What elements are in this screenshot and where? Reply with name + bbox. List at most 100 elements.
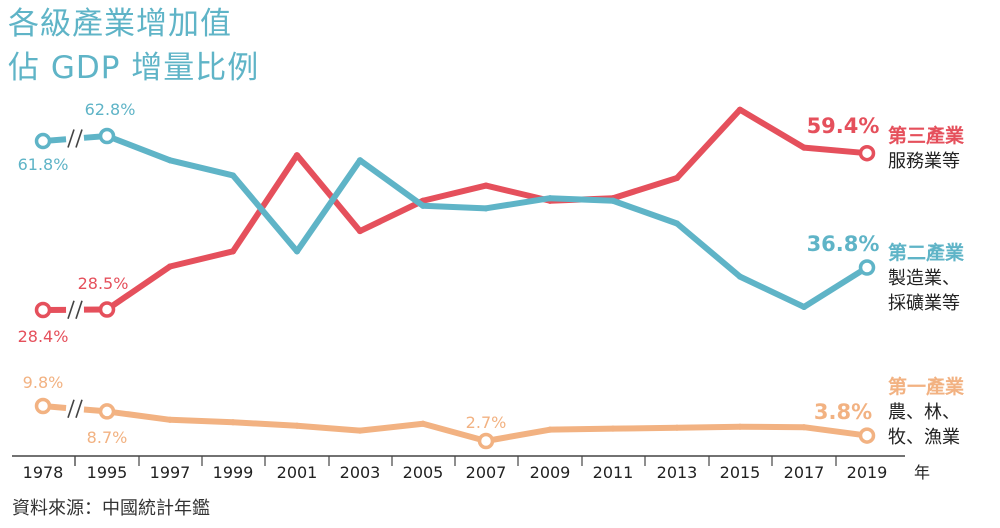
series-tertiary-data-label: 28.5%: [78, 274, 129, 293]
chart-title-line2: 佔 GDP 增量比例: [8, 50, 260, 86]
series-primary-segment: [674, 423, 743, 431]
series-primary-point: [420, 420, 426, 427]
series-tertiary-data-label: 59.4%: [807, 114, 880, 138]
x-tick-label: 2013: [657, 463, 698, 482]
series-secondary-point: [98, 127, 116, 145]
series-tertiary-segment: [674, 106, 743, 181]
x-tick-label: 1997: [150, 463, 191, 482]
series-primary-segment: [483, 426, 553, 444]
legend-primary: 第一產業 農、林、 牧、漁業: [888, 375, 964, 450]
series-tertiary-segment: [737, 106, 807, 151]
series-secondary-segment: [420, 202, 489, 212]
series-primary-segment: [547, 425, 616, 433]
series-tertiary-data-label: 28.4%: [18, 327, 69, 346]
series-tertiary-segment: [357, 197, 426, 235]
series-primary-segment: [420, 420, 489, 444]
series-primary-point: [477, 432, 495, 450]
axis-break-mark: [67, 300, 75, 320]
series-secondary-data-label: 36.8%: [807, 232, 880, 256]
series-tertiary-segment: [420, 182, 489, 204]
source-note: 資料來源：中國統計年鑑: [12, 498, 210, 519]
series-tertiary-segment: [167, 248, 236, 270]
legend-secondary-name: 第二產業: [888, 242, 965, 264]
series-tertiary-segment: [104, 263, 173, 313]
series-primary-point: [167, 416, 173, 423]
axis-break-mark: [67, 399, 75, 418]
axis-break-mark: [75, 399, 83, 418]
series-primary-segment: [294, 422, 363, 434]
series-tertiary-segment: [801, 144, 870, 157]
series-tertiary-point: [858, 144, 876, 162]
series-secondary-point: [230, 172, 236, 179]
axis-break-mark: [75, 300, 83, 320]
series-secondary-point: [547, 195, 553, 202]
series-tertiary-point: [801, 144, 807, 151]
series-primary-point: [737, 423, 743, 430]
series-secondary-point: [674, 220, 680, 227]
series-primary-point: [357, 427, 363, 434]
x-tick-label: 2019: [847, 463, 888, 482]
axis-break-mark: [67, 129, 75, 148]
series-tertiary-segment: [230, 152, 300, 255]
series-secondary-point: [801, 303, 807, 310]
legend-primary-subtitle-2: 牧、漁業: [888, 427, 960, 448]
legend-primary-subtitle-1: 農、林、: [888, 402, 960, 423]
series-tertiary-point: [34, 301, 52, 319]
series-tertiary-segment: [294, 152, 363, 235]
series-secondary-segment: [547, 195, 616, 204]
series-tertiary-point: [294, 152, 300, 159]
series-primary-point: [294, 422, 300, 429]
series-tertiary-point: [357, 228, 363, 235]
series-primary-point: [674, 424, 680, 431]
x-tick-label: 2001: [277, 463, 318, 482]
series-secondary-point: [294, 248, 300, 255]
series-primary-point: [858, 427, 876, 444]
series-primary-point: [801, 424, 807, 431]
series-primary-segment: [357, 420, 426, 434]
series-primary-segment: [167, 416, 236, 426]
series-tertiary-point: [737, 106, 743, 113]
x-tick-label: 2007: [466, 463, 507, 482]
series-tertiary-point: [98, 301, 116, 318]
series-primary-point: [98, 403, 116, 420]
series-secondary-segment: [801, 264, 870, 310]
x-tick-label: 2015: [720, 463, 761, 482]
series-primary-data-label: 2.7%: [466, 413, 507, 432]
series-primary-data-label: 8.7%: [87, 428, 128, 447]
series-secondary-segment: [483, 195, 553, 212]
series-primary-point: [34, 397, 52, 415]
series-secondary-point: [483, 205, 489, 212]
series-primary-segment: [801, 424, 870, 439]
series-primary-segment: [104, 408, 173, 423]
series-secondary-point: [167, 157, 173, 164]
series-primary-point: [547, 426, 553, 433]
chart-title-line1: 各級產業增加值: [8, 6, 232, 42]
series-secondary-point: [357, 157, 363, 164]
series-secondary-segment: [167, 157, 236, 179]
x-tick-label: 2009: [530, 463, 571, 482]
x-tick-label: 1978: [23, 463, 64, 482]
x-tick-label: 2005: [403, 463, 444, 482]
series-secondary-segment: [610, 197, 680, 227]
series-secondary-segment: [294, 157, 363, 255]
series-primary-data-label: 9.8%: [23, 373, 64, 392]
series-primary-segment: [610, 424, 680, 432]
series-secondary-point: [858, 259, 876, 276]
x-tick-label: 2003: [340, 463, 381, 482]
x-tick-label: 2011: [593, 463, 634, 482]
series-secondary-data-label: 61.8%: [18, 155, 69, 174]
series-tertiary-point: [167, 263, 173, 270]
legend-primary-name: 第一產業: [888, 376, 965, 398]
legend-tertiary: 第三產業 服務業等: [888, 124, 964, 174]
series-primary-data-label: 3.8%: [814, 400, 872, 424]
series-secondary-data-label: 62.8%: [85, 100, 136, 119]
x-tick-label: 2017: [784, 463, 825, 482]
series-primary-segment: [230, 419, 300, 429]
legend-tertiary-subtitle: 服務業等: [888, 151, 960, 172]
series-secondary-segment: [357, 157, 426, 209]
series-tertiary-point: [483, 182, 489, 189]
series-secondary-segment: [737, 273, 807, 310]
series-secondary-point: [420, 202, 426, 209]
